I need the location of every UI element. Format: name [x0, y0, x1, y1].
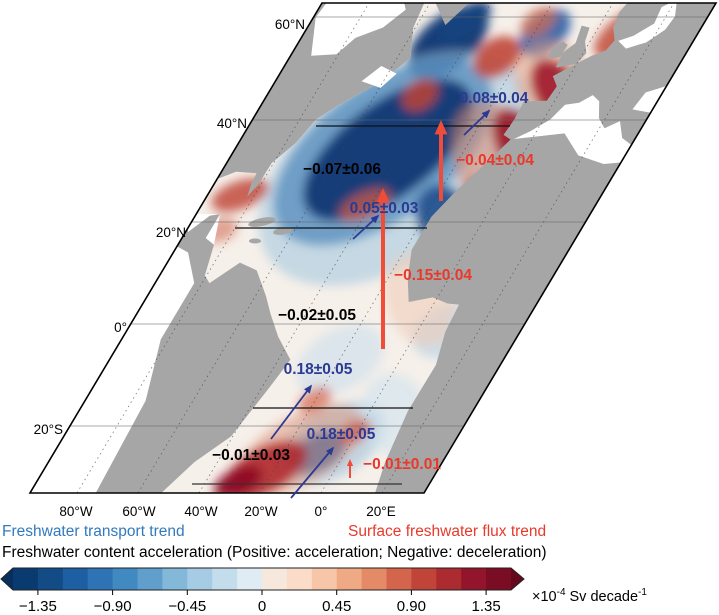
- colorbar-segment: [461, 568, 487, 590]
- colorbar-tick-label: 0.45: [322, 598, 351, 615]
- colorbar-segment: [237, 568, 263, 590]
- acceleration-value-20n: −0.02±0.05: [278, 307, 356, 324]
- legend: Freshwater transport trend Surface fresh…: [2, 523, 547, 561]
- transport-value-20n: 0.05±0.03: [350, 200, 419, 217]
- meridian-0: [320, 3, 614, 493]
- colorbar-segment: [486, 568, 512, 590]
- land-americas: [84, 3, 432, 493]
- meridian-40w: [198, 3, 492, 493]
- lat-label-20n: 20°N: [156, 225, 186, 240]
- colorbar-segment: [411, 568, 437, 590]
- colorbar-segment: [311, 568, 338, 590]
- colorbar-segment: [187, 568, 213, 590]
- colorbar: −1.35 −0.90 −0.45 0 0.45 0.90 1.35 ×10-4 Sv dec…: [0, 567, 647, 615]
- colorbar-unit: ×10-4 Sv decade-1: [532, 587, 647, 605]
- sea-hudson-bay: [311, 3, 406, 56]
- colorbar-segment: [37, 568, 64, 590]
- transport-value-31s: 0.18±0.05: [307, 426, 376, 443]
- lat-label-20s: 20°S: [34, 422, 63, 437]
- map-border: [28, 2, 718, 494]
- colorbar-tick-label: −0.90: [94, 598, 132, 615]
- colorbar-tick-label: 0.90: [397, 598, 426, 615]
- meridian-80w: [76, 3, 370, 493]
- lon-label-80w: 80°W: [59, 504, 92, 519]
- colorbar-segment: [436, 568, 462, 590]
- lon-label-60w: 60°W: [122, 504, 155, 519]
- flux-value-40n: −0.04±0.04: [456, 152, 534, 169]
- lon-label-40w: 40°W: [184, 504, 217, 519]
- sea-baltic: [618, 3, 678, 49]
- graticule: [70, 3, 707, 493]
- colorbar-segment: [286, 568, 313, 590]
- sea-mediterranean: [513, 95, 635, 165]
- meridian-20w: [259, 3, 553, 493]
- lon-label-20e: 20°E: [366, 504, 395, 519]
- colorbar-segments: [1, 568, 524, 590]
- section-lines: [192, 125, 510, 485]
- transport-arrow-31s: [290, 446, 335, 499]
- land-greenland: [428, 3, 487, 26]
- legend-transport-label: Freshwater transport trend: [2, 523, 185, 540]
- colorbar-tick-label: 0: [258, 598, 266, 615]
- transport-value-40n: 0.08±0.04: [460, 90, 529, 107]
- land-britain: [555, 25, 590, 68]
- lon-label-0: 0°: [315, 504, 328, 519]
- meridian-20e: [381, 3, 675, 493]
- colorbar-segment: [137, 568, 163, 590]
- colorbar-tick-label: −1.35: [19, 598, 57, 615]
- colorbar-segment: [13, 568, 39, 590]
- colorbar-segment: [212, 568, 238, 590]
- colorbar-segment: [361, 568, 387, 590]
- flux-value-20n: −0.15±0.04: [394, 267, 472, 284]
- transport-arrow-20n: [352, 214, 380, 240]
- transport-value-16s: 0.18±0.05: [284, 361, 353, 378]
- lat-label-60n: 60°N: [275, 17, 305, 32]
- colorbar-segment: [336, 568, 362, 590]
- flux-arrows: [346, 119, 448, 478]
- colorbar-segment: [162, 568, 188, 590]
- transport-arrow-16s: [270, 384, 313, 440]
- colorbar-left-arrow: [1, 568, 13, 590]
- transport-arrow-40n: [463, 109, 491, 136]
- colorbar-segment: [262, 568, 288, 590]
- flux-value-south: −0.01±0.01: [363, 456, 441, 473]
- lon-axis: 80°W 60°W 40°W 20°W 0° 20°E: [59, 504, 395, 519]
- colorbar-tick-labels: −1.35 −0.90 −0.45 0 0.45 0.90 1.35: [19, 598, 501, 615]
- meridian-60w: [137, 3, 431, 493]
- colorbar-segment: [386, 568, 412, 590]
- colorbar-tick-label: −0.45: [168, 598, 206, 615]
- legend-flux-label: Surface freshwater flux trend: [348, 523, 546, 540]
- colorbar-ticks: [37, 590, 487, 595]
- colorbar-segment: [62, 568, 89, 590]
- lat-label-0: 0°: [114, 320, 127, 335]
- land-ireland: [547, 41, 568, 59]
- sea-gulf-st-lawrence: [361, 65, 397, 88]
- transport-arrows: [270, 109, 491, 499]
- legend-acceleration-label: Freshwater content acceleration (Positiv…: [2, 544, 547, 561]
- colorbar-segment: [87, 568, 113, 590]
- lat-label-40n: 40°N: [217, 116, 247, 131]
- lon-label-20w: 20°W: [244, 504, 277, 519]
- value-annotations: −0.07±0.06 −0.02±0.05 −0.01±0.03 0.08±0.…: [212, 90, 534, 473]
- colorbar-right-arrow: [511, 568, 524, 590]
- acceleration-value-16s: −0.01±0.03: [212, 447, 290, 464]
- lat-axis: 60°N 40°N 20°N 0° 20°S: [34, 17, 305, 437]
- colorbar-tick-label: 1.35: [471, 598, 500, 615]
- colorbar-outline: [0, 567, 525, 591]
- colorbar-segment: [112, 568, 138, 590]
- acceleration-value-40n: −0.07±0.06: [303, 161, 381, 178]
